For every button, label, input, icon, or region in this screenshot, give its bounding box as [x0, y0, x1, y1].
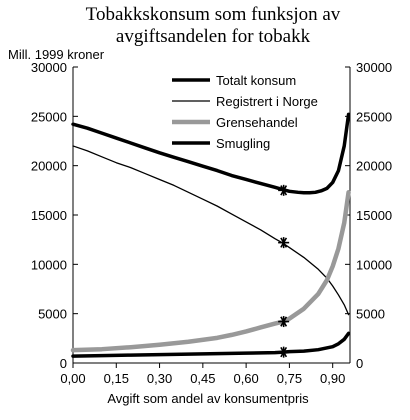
x-axis-label: Avgift som andel av konsumentpris	[107, 391, 309, 406]
legend-label-2: Registrert i Norge	[216, 94, 318, 109]
asterisk-marker-4	[278, 346, 290, 358]
y-tick-label-left: 0	[60, 356, 67, 371]
y-axis-label: Mill. 1999 kroner	[8, 47, 105, 62]
series-line-2	[72, 145, 350, 316]
legend-label-3: Grensehandel	[216, 115, 298, 130]
y-tick-label-right: 10000	[356, 257, 392, 272]
asterisk-marker-2	[278, 237, 290, 249]
y-tick-label-left: 5000	[38, 307, 67, 322]
y-tick-label-right: 15000	[356, 208, 392, 223]
legend-label-1: Totalt konsum	[216, 73, 296, 88]
x-tick-label: 0,75	[277, 371, 302, 386]
legend: Totalt konsum Registrert i Norge Grensehan…	[172, 73, 318, 151]
plot-area: 0 0 5000 5000 10000 10000 15000 15000 20000 20000…	[31, 60, 392, 386]
x-tick-label: 0,90	[320, 371, 345, 386]
y-tick-label-left: 25000	[31, 109, 67, 124]
y-tick-label-right: 20000	[356, 159, 392, 174]
y-tick-label-right: 5000	[356, 307, 385, 322]
asterisk-marker-1	[278, 184, 290, 196]
y-tick-label-right: 25000	[356, 109, 392, 124]
x-tick-label: 0,60	[233, 371, 258, 386]
y-tick-label-left: 15000	[31, 208, 67, 223]
y-tick-label-right: 0	[356, 356, 363, 371]
legend-label-4: Smugling	[216, 136, 270, 151]
chart-title-line-2: avgiftsandelen for tobakk	[116, 26, 311, 47]
chart-title-line-1: Tobakkskonsum som funksjon av	[86, 4, 341, 25]
series-line-1	[71, 112, 351, 195]
x-tick-label: 0,45	[190, 371, 215, 386]
series-line-3	[70, 190, 351, 353]
x-tick-label: 0,00	[60, 371, 85, 386]
y-tick-label-left: 30000	[31, 60, 67, 75]
x-tick-label: 0,15	[104, 371, 129, 386]
y-tick-label-left: 20000	[31, 159, 67, 174]
asterisk-marker-3	[278, 316, 290, 328]
x-tick-label: 0,30	[147, 371, 172, 386]
y-tick-label-left: 10000	[31, 257, 67, 272]
y-tick-label-right: 30000	[356, 60, 392, 75]
